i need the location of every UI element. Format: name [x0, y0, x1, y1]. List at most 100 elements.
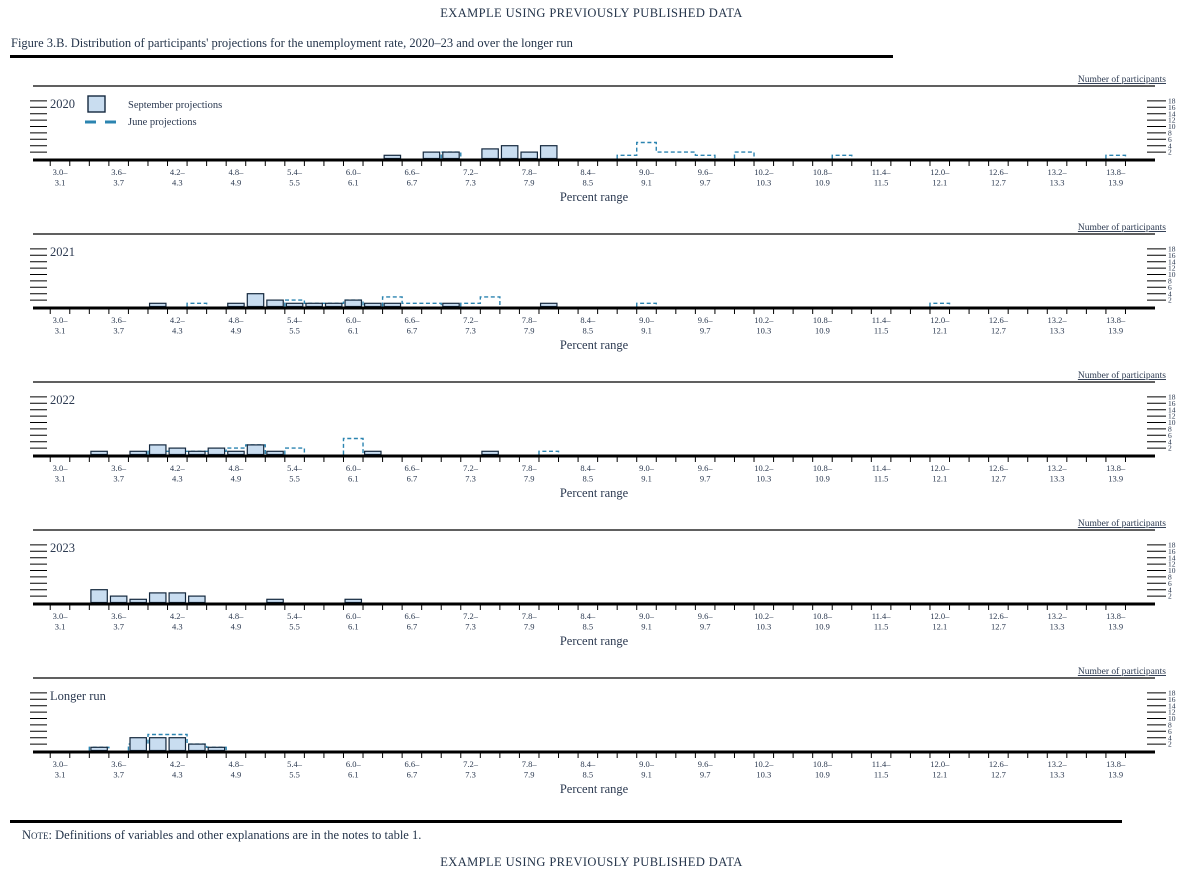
x-tick-label: 4.8– 4.9: [229, 463, 245, 484]
september-projection-bar: [422, 151, 441, 160]
y-tick-label: 4: [1168, 585, 1172, 594]
x-tick-label: 12.6– 12.7: [989, 759, 1009, 780]
figure-note: Note: Definitions of variables and other…: [22, 828, 421, 843]
september-projection-bar: [383, 154, 402, 160]
x-tick-label: 6.6– 6.7: [404, 167, 420, 188]
y-tick-label: 10: [1168, 714, 1176, 723]
y-axis-title: Number of participants: [1078, 370, 1166, 381]
june-projection-outline: [186, 302, 208, 307]
x-tick-label: 12.0– 12.1: [930, 315, 950, 336]
y-axis-title: Number of participants: [1078, 518, 1166, 529]
x-tick-label: 4.2– 4.3: [170, 315, 186, 336]
y-tick-label: 6: [1168, 431, 1172, 440]
september-projection-bar: [188, 743, 206, 752]
september-projection-bar: [227, 302, 245, 308]
y-tick-label: 2: [1168, 592, 1172, 601]
y-tick-label: 14: [1168, 109, 1176, 118]
x-tick-label: 13.8– 13.9: [1106, 759, 1126, 780]
september-projection-bar: [188, 450, 206, 456]
y-tick-label: 4: [1168, 141, 1172, 150]
september-projection-bar: [90, 746, 108, 752]
x-tick-label: 9.0– 9.1: [639, 315, 655, 336]
x-tick-label: 6.0– 6.1: [346, 315, 362, 336]
x-tick-label: 3.0– 3.1: [53, 167, 69, 188]
x-tick-label: 3.6– 3.7: [111, 463, 127, 484]
y-tick-label: 12: [1168, 116, 1176, 125]
y-tick-label: 8: [1168, 573, 1172, 582]
september-projection-bar: [207, 746, 226, 752]
panel-label: 2021: [50, 245, 75, 259]
x-tick-label: 13.2– 13.3: [1047, 315, 1067, 336]
note-label: Note:: [22, 828, 52, 842]
x-tick-label: 10.8– 10.9: [813, 167, 833, 188]
x-tick-label: 6.6– 6.7: [404, 315, 420, 336]
x-tick-label: 4.8– 4.9: [229, 611, 245, 632]
september-projection-bar: [266, 598, 284, 604]
y-tick-label: 10: [1168, 566, 1176, 575]
x-tick-label: 12.0– 12.1: [930, 611, 950, 632]
y-tick-label: 16: [1168, 251, 1176, 260]
x-tick-label: 7.8– 7.9: [522, 759, 538, 780]
y-tick-label: 18: [1168, 245, 1176, 254]
x-tick-label: 4.2– 4.3: [170, 611, 186, 632]
x-tick-label: 11.4– 11.5: [872, 759, 892, 780]
x-tick-label: 3.0– 3.1: [53, 463, 69, 484]
y-tick-label: 14: [1168, 701, 1176, 710]
september-projection-bar: [364, 302, 382, 308]
x-tick-label: 6.0– 6.1: [346, 463, 362, 484]
x-tick-label: 9.6– 9.7: [698, 315, 714, 336]
x-tick-label: 13.8– 13.9: [1106, 463, 1126, 484]
september-projection-bar: [364, 450, 382, 456]
legend-september-swatch: [87, 95, 106, 113]
september-projection-bar: [90, 589, 108, 604]
x-tick-label: 12.6– 12.7: [989, 611, 1009, 632]
x-axis-title: Percent range: [560, 486, 629, 500]
x-tick-label: 12.0– 12.1: [930, 167, 950, 188]
june-projection-outline: [538, 450, 560, 455]
panel-label: 2022: [50, 393, 75, 407]
september-projection-bar: [227, 450, 245, 456]
june-projection-outline: [284, 299, 364, 307]
september-projection-bar: [266, 450, 284, 456]
september-projection-bar: [168, 447, 187, 456]
x-axis-baseline: [33, 602, 1155, 606]
y-tick-label: 14: [1168, 257, 1176, 266]
september-projection-bar: [442, 302, 460, 308]
x-tick-label: 10.2– 10.3: [754, 167, 774, 188]
figure-panels: Number of participants 2 4 6 8 10 12 14 16 18 2020…: [0, 72, 1183, 812]
x-tick-label: 10.8– 10.9: [813, 759, 833, 780]
y-axis-title: Number of participants: [1078, 666, 1166, 677]
june-projection-outline: [342, 437, 364, 455]
x-tick-label: 13.8– 13.9: [1106, 167, 1126, 188]
x-tick-label: 6.0– 6.1: [346, 611, 362, 632]
x-tick-label: 11.4– 11.5: [872, 463, 892, 484]
x-tick-label: 12.0– 12.1: [930, 463, 950, 484]
x-tick-label: 7.2– 7.3: [463, 463, 479, 484]
september-projection-bar: [539, 145, 558, 160]
september-projection-bar: [109, 595, 128, 604]
y-tick-label: 16: [1168, 695, 1176, 704]
x-tick-label: 13.2– 13.3: [1047, 463, 1067, 484]
x-tick-label: 13.8– 13.9: [1106, 315, 1126, 336]
caption-rule: [10, 55, 893, 58]
x-tick-label: 7.8– 7.9: [522, 463, 538, 484]
y-axis-title: Number of participants: [1078, 74, 1166, 85]
x-tick-label: 5.4– 5.5: [287, 759, 303, 780]
y-tick-label: 10: [1168, 270, 1176, 279]
panel-label: 2023: [50, 541, 75, 555]
september-projection-bar: [90, 450, 108, 456]
x-axis-title: Percent range: [560, 782, 629, 796]
y-tick-label: 2: [1168, 740, 1172, 749]
x-tick-label: 13.2– 13.3: [1047, 759, 1067, 780]
september-projection-bar: [285, 302, 304, 308]
x-tick-label: 9.6– 9.7: [698, 167, 714, 188]
y-tick-label: 4: [1168, 733, 1172, 742]
x-tick-label: 4.2– 4.3: [170, 463, 186, 484]
x-tick-label: 4.8– 4.9: [229, 167, 245, 188]
x-tick-label: 4.8– 4.9: [229, 759, 245, 780]
x-tick-label: 8.4– 8.5: [580, 167, 596, 188]
x-tick-label: 11.4– 11.5: [872, 611, 892, 632]
